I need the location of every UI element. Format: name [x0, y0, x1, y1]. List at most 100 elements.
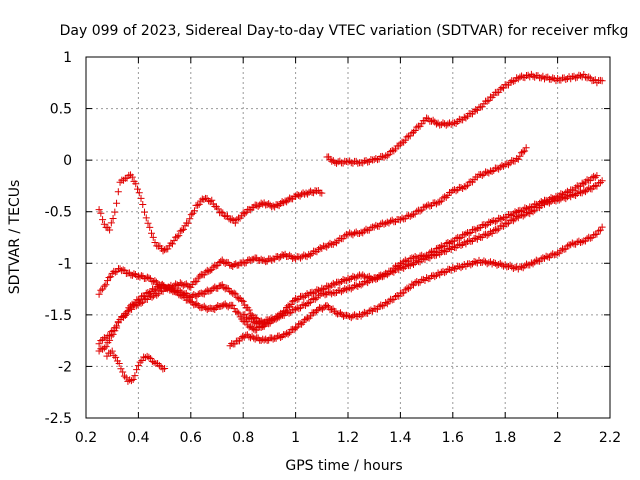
data-point — [283, 304, 291, 312]
data-point — [408, 280, 416, 288]
data-point — [150, 286, 158, 294]
data-point — [315, 245, 323, 253]
data-point — [263, 201, 271, 209]
data-point — [375, 303, 383, 311]
data-point — [493, 226, 501, 234]
data-point — [337, 288, 345, 296]
data-point — [136, 273, 144, 281]
data-point — [275, 332, 283, 340]
data-point — [400, 289, 408, 297]
data-point — [200, 195, 208, 203]
data-point — [432, 245, 440, 253]
data-point — [403, 133, 411, 141]
data-point — [131, 372, 139, 380]
data-point — [95, 206, 103, 214]
data-point — [586, 234, 594, 242]
data-point — [136, 295, 144, 303]
data-point — [105, 273, 113, 281]
data-point — [114, 188, 122, 196]
data-point — [483, 168, 491, 176]
data-point — [194, 201, 202, 209]
data-point — [116, 265, 124, 273]
data-point — [372, 221, 380, 229]
data-point — [378, 302, 386, 310]
data-point — [496, 163, 504, 171]
data-point — [302, 315, 310, 323]
data-point — [465, 229, 473, 237]
data-point — [403, 284, 411, 292]
data-point — [133, 296, 141, 304]
data-point — [521, 204, 529, 212]
data-point — [97, 209, 105, 217]
data-point — [221, 260, 229, 268]
data-point — [260, 256, 268, 264]
data-point — [289, 297, 297, 305]
data-point — [480, 231, 488, 239]
data-point — [568, 239, 576, 247]
data-point — [460, 238, 468, 246]
y-axis-title: SDTVAR / TECUs — [7, 180, 23, 295]
data-point — [169, 285, 177, 293]
data-point — [388, 146, 396, 154]
data-point — [539, 254, 547, 262]
data-point — [159, 247, 167, 255]
data-point — [143, 273, 151, 281]
data-point — [362, 156, 370, 164]
data-point — [247, 257, 255, 265]
chart-title: Day 099 of 2023, Sidereal Day-to-day VTE… — [60, 23, 629, 39]
data-point — [493, 164, 501, 172]
data-point — [593, 172, 601, 180]
data-point — [357, 281, 365, 289]
data-point — [229, 301, 237, 309]
data-point — [233, 215, 241, 223]
x-axis-title: GPS time / hours — [285, 458, 402, 474]
data-point — [444, 191, 452, 199]
data-point — [237, 334, 245, 342]
y-tick-label: -0.5 — [45, 205, 72, 221]
data-point — [128, 271, 136, 279]
data-point — [316, 244, 324, 252]
data-point — [224, 303, 232, 311]
data-point — [595, 227, 603, 235]
data-point — [360, 227, 368, 235]
x-tick-label: 2 — [553, 430, 562, 446]
data-point — [583, 176, 591, 184]
data-point — [107, 332, 115, 340]
data-point — [132, 180, 140, 188]
data-point — [431, 273, 439, 281]
data-point — [179, 225, 187, 233]
data-point — [370, 223, 378, 231]
data-point — [455, 234, 463, 242]
data-point — [457, 184, 465, 192]
data-point — [578, 179, 586, 187]
data-point — [249, 318, 257, 326]
data-point — [129, 375, 137, 383]
data-point — [593, 230, 601, 238]
data-point — [220, 283, 228, 291]
data-point — [117, 365, 125, 373]
data-point — [99, 216, 107, 224]
data-point — [578, 238, 586, 246]
data-point — [429, 250, 437, 258]
data-point — [246, 314, 254, 322]
data-point — [173, 233, 181, 241]
data-point — [277, 312, 285, 320]
data-point — [344, 158, 352, 166]
data-point — [217, 282, 225, 290]
data-point — [570, 191, 578, 199]
data-point — [107, 219, 115, 227]
data-point — [145, 353, 153, 361]
data-point — [485, 96, 493, 104]
data-point — [281, 197, 289, 205]
data-point — [503, 160, 511, 168]
data-point — [426, 202, 434, 210]
data-point — [472, 234, 480, 242]
data-point — [511, 208, 519, 216]
data-point — [107, 273, 115, 281]
x-tick-label: 1.2 — [337, 430, 359, 446]
data-point — [483, 97, 491, 105]
data-point — [95, 340, 103, 348]
data-point — [257, 317, 265, 325]
data-point — [565, 191, 573, 199]
data-point — [341, 232, 349, 240]
